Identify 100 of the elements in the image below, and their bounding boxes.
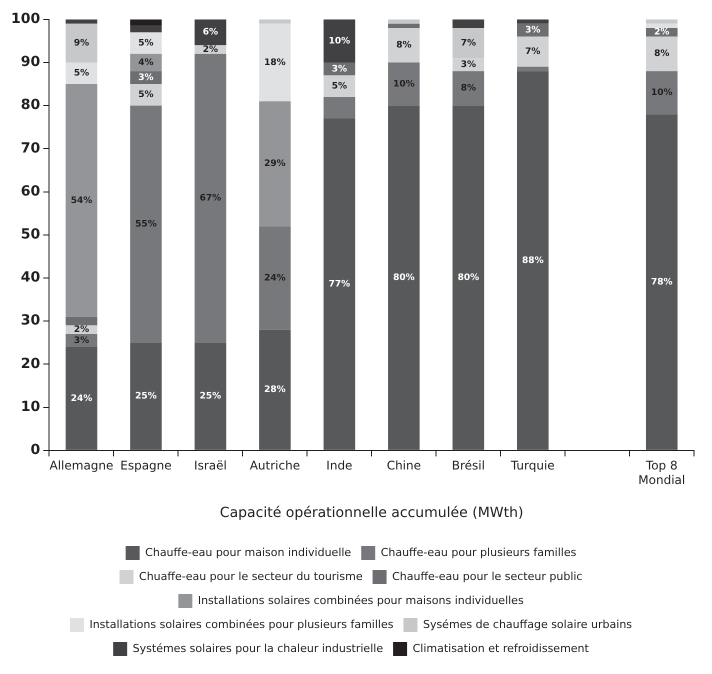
bar: [130, 26, 162, 32]
bar: [646, 24, 678, 28]
bar: [517, 36, 549, 67]
x-tick-label: Top 8 Mondial: [638, 458, 686, 488]
bar: [130, 32, 162, 54]
y-tick-label: 10: [20, 398, 40, 415]
y-tick-label: 30: [20, 312, 40, 329]
bar: [517, 71, 549, 450]
data-label: 18%: [264, 58, 286, 68]
data-label: 28%: [264, 385, 286, 396]
bar: [259, 24, 291, 102]
bar: [66, 24, 98, 62]
bar: [194, 54, 226, 343]
y-tick-label: 40: [20, 270, 40, 286]
data-label: 24%: [264, 273, 286, 284]
data-label: 67%: [200, 194, 222, 204]
bar: [388, 28, 420, 62]
data-label: 77%: [328, 280, 350, 290]
data-label: 10%: [393, 79, 415, 90]
bar: [259, 101, 291, 226]
data-label: 8%: [654, 49, 670, 60]
legend-label: Chuaffe-eau pour le secteur du tourisme: [139, 570, 363, 583]
bar: [646, 114, 678, 450]
bar: [66, 19, 98, 24]
data-label: 3%: [332, 64, 348, 74]
x-tick-label: Brésil: [452, 458, 485, 473]
data-label: 7%: [460, 38, 476, 48]
data-label: 55%: [135, 219, 157, 230]
x-tick-label: Chine: [386, 458, 422, 473]
bar: [66, 62, 98, 84]
data-label: 2%: [202, 44, 218, 55]
bar: [452, 19, 484, 28]
y-tick-label: 80: [20, 97, 40, 114]
bar: [194, 342, 226, 450]
bar: [646, 71, 678, 114]
data-label: 7%: [525, 47, 540, 58]
bar: [324, 118, 356, 450]
bar: [259, 19, 291, 24]
data-label: 25%: [200, 392, 222, 402]
legend-label: Installations solaires combinées pour maisons individuelles: [198, 594, 524, 607]
data-label: 78%: [650, 277, 673, 288]
data-label: 4%: [138, 58, 154, 68]
bar: [517, 19, 549, 24]
data-label: 3%: [74, 336, 90, 346]
bar: [259, 226, 291, 330]
data-label: 2%: [74, 325, 90, 336]
y-tick-label: 60: [20, 183, 40, 200]
data-label: 24%: [70, 394, 92, 404]
bar: [130, 342, 162, 450]
legend-label: Chauffe-eau pour le secteur public: [392, 570, 582, 583]
data-label: 6%: [202, 28, 218, 38]
bar: [324, 19, 356, 62]
data-label: 5%: [138, 38, 154, 48]
bar: [388, 62, 420, 106]
data-label: 3%: [138, 72, 154, 83]
data-label: 9%: [74, 38, 90, 48]
bar: [388, 24, 420, 28]
data-label: 2%: [654, 28, 670, 38]
bar: [388, 19, 420, 24]
legend-label: Installations solaires combinées pour plusieurs familles: [89, 618, 394, 631]
bar: [452, 106, 484, 450]
bar: [452, 71, 484, 106]
bar: [646, 36, 678, 72]
bar: [388, 106, 420, 450]
data-label: 25%: [135, 392, 157, 402]
x-tick-label: Espagne: [120, 458, 172, 473]
bar: [66, 346, 98, 450]
legend-label: Climatisation et refroidissement: [412, 642, 590, 655]
y-tick-label: 0: [30, 442, 40, 458]
bar: [130, 106, 162, 343]
data-label: 8%: [396, 40, 412, 51]
y-tick-label: 100: [10, 11, 40, 28]
x-axis-title: Capacité opérationnelle accumulée (MWth): [220, 505, 524, 522]
x-tick-label: Turquie: [510, 458, 555, 473]
bar: [130, 84, 162, 106]
data-label: 5%: [332, 82, 348, 92]
bar: [66, 316, 98, 326]
legend-label: Systémes solaires pour la chaleur industrielle: [132, 642, 384, 655]
x-tick-label: Israël: [194, 458, 227, 473]
bar: [324, 75, 356, 97]
x-tick-label: Autriche: [250, 458, 300, 473]
data-label: 88%: [522, 256, 544, 266]
data-label: 5%: [138, 90, 154, 100]
bar: [517, 66, 549, 72]
data-label: 80%: [458, 273, 480, 284]
bar: [646, 19, 678, 24]
data-label: 8%: [460, 84, 476, 94]
legend-label: Chauffe-eau pour maison individuelle: [145, 546, 352, 559]
y-tick-label: 90: [20, 54, 40, 70]
data-label: 10%: [650, 88, 673, 98]
y-tick-label: 50: [20, 226, 40, 243]
data-label: 10%: [328, 36, 350, 46]
data-label: 80%: [393, 273, 415, 284]
y-tick-label: 20: [20, 356, 40, 372]
data-label: 29%: [264, 159, 286, 170]
bar: [130, 19, 162, 26]
legend-label: Chauffe-eau pour plusieurs familles: [380, 546, 577, 559]
bar: [324, 96, 356, 119]
bar: [194, 19, 226, 46]
data-label: 3%: [460, 60, 476, 70]
